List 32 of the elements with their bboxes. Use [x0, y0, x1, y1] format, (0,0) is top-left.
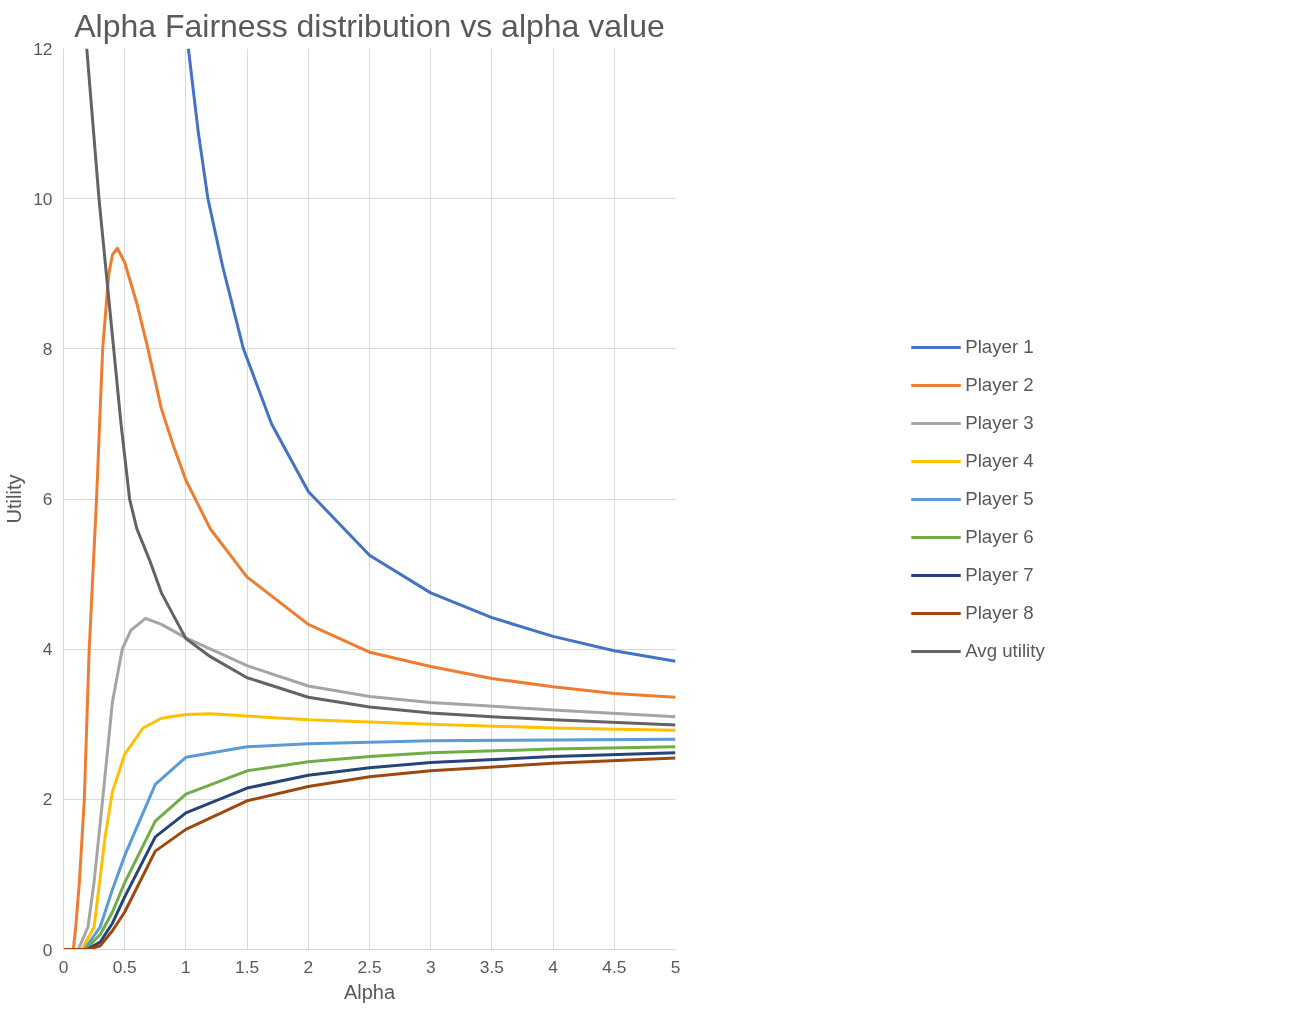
- legend-label: Player 1: [965, 335, 1034, 358]
- legend-label: Player 4: [965, 449, 1034, 472]
- y-tick-label: 12: [33, 38, 53, 59]
- x-tick-label: 0.5: [112, 956, 137, 977]
- x-tick-label: 2: [303, 956, 314, 977]
- x-tick-label: 4: [548, 956, 559, 977]
- legend-label: Player 2: [965, 373, 1034, 396]
- legend-label: Player 5: [965, 487, 1034, 510]
- x-tick-label: 3: [425, 956, 436, 977]
- line-series: [186, 48, 676, 663]
- legend-label: Player 3: [965, 411, 1034, 434]
- x-tick-label: 2.5: [357, 956, 382, 977]
- y-tick-label: 4: [42, 639, 53, 660]
- x-tick-label: 0: [58, 956, 69, 977]
- legend-label: Avg utility: [965, 639, 1045, 662]
- legend-label: Player 7: [965, 563, 1034, 586]
- x-tick-label: 1.5: [235, 956, 260, 977]
- y-tick-label: 2: [42, 789, 53, 810]
- x-tick-label: 5: [670, 956, 681, 977]
- x-tick-label: 1: [181, 956, 191, 977]
- line-series: [85, 48, 676, 727]
- y-axis-title: Utility: [3, 474, 26, 524]
- legend-label: Player 6: [965, 525, 1034, 548]
- x-axis-title: Alpha: [343, 980, 396, 1003]
- legend-label: Player 8: [965, 601, 1034, 624]
- y-tick-label: 6: [42, 489, 53, 509]
- y-tick-label: 8: [42, 338, 53, 359]
- y-tick-label: 0: [42, 939, 53, 960]
- y-tick-label: 10: [33, 188, 53, 209]
- x-tick-label: 3.5: [479, 956, 504, 977]
- chart-title: Alpha Fairness distribution vs alpha value: [74, 7, 665, 44]
- x-tick-label: 4.5: [602, 956, 627, 977]
